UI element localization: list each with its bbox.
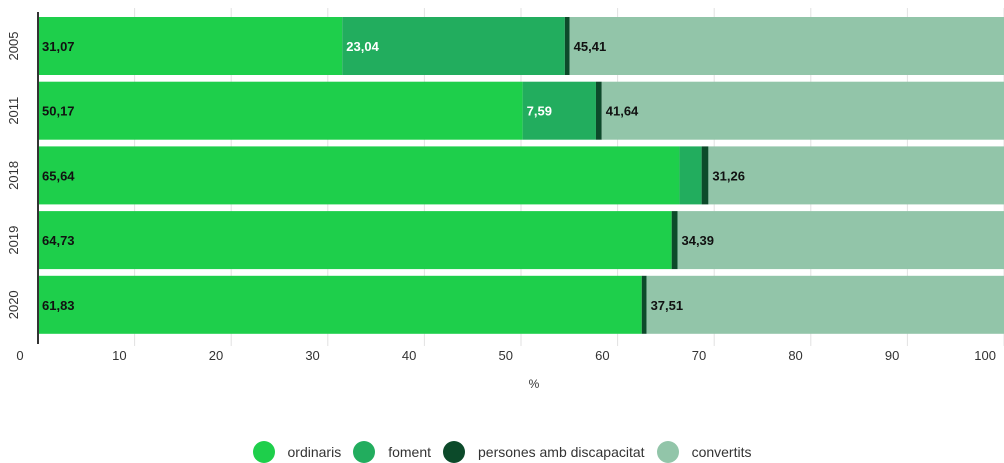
data-label: 50,17	[42, 104, 75, 119]
x-tick-label: 50	[499, 348, 513, 363]
bar-segment	[595, 81, 602, 140]
category-label: 2020	[6, 290, 21, 319]
chart-legend: ordinaris foment persones amb discapacitat…	[0, 441, 1004, 463]
x-tick-label: 90	[885, 348, 899, 363]
x-tick-label: 20	[209, 348, 223, 363]
legend-swatch	[252, 441, 275, 463]
category-label: 2005	[6, 32, 21, 61]
data-label: 61,83	[42, 298, 75, 313]
x-tick-label: 70	[692, 348, 706, 363]
x-tick-label: 100	[974, 348, 996, 363]
legend-label: convertits	[691, 444, 752, 460]
x-axis-label: %	[529, 377, 540, 391]
x-tick-label: 80	[788, 348, 802, 363]
bar-segment	[641, 275, 647, 334]
legend-item: persones amb discapacitat	[443, 441, 645, 463]
bar-segment	[701, 146, 709, 205]
bar-segment	[342, 17, 565, 75]
legend-item: convertits	[656, 441, 752, 463]
bar-segment	[671, 211, 678, 270]
data-label: 41,64	[606, 104, 639, 119]
category-label: 2019	[6, 226, 21, 255]
bar-segment	[38, 17, 343, 75]
legend-label: persones amb discapacitat	[478, 444, 645, 460]
stacked-bar-chart: 31,07 23,04 45,41 2005 50,17 7,59 41,64 2011 65,…	[6, 8, 1004, 391]
bar-segment	[522, 81, 596, 140]
x-tick-label: 30	[305, 348, 319, 363]
data-label: 34,39	[681, 233, 714, 248]
x-tick-label: 40	[402, 348, 416, 363]
legend-swatch	[656, 441, 679, 463]
bar-segment	[708, 146, 1004, 205]
category-label: 2011	[6, 97, 21, 125]
x-tick-label: 60	[595, 348, 609, 363]
data-label: 23,04	[346, 39, 379, 54]
legend-item: foment	[353, 441, 431, 463]
legend-label: ordinaris	[287, 444, 342, 460]
data-label: 64,73	[42, 233, 75, 248]
x-tick-label: 0	[16, 348, 23, 363]
data-label: 37,51	[651, 298, 684, 313]
legend-label: foment	[388, 444, 432, 460]
bar-segment	[38, 211, 672, 270]
bar-segment	[677, 211, 1004, 270]
legend-swatch	[443, 441, 466, 463]
bar-segment	[564, 17, 570, 75]
bar-segment	[38, 81, 523, 140]
data-label: 65,64	[42, 168, 75, 183]
bar-segment	[38, 275, 642, 334]
data-label: 45,41	[574, 39, 607, 54]
bar-segment	[679, 146, 702, 205]
x-tick-label: 10	[112, 348, 126, 363]
category-label: 2018	[6, 161, 21, 190]
bar-segment	[601, 81, 1004, 140]
data-label: 7,59	[527, 104, 552, 119]
data-label: 31,07	[42, 39, 75, 54]
bar-segment	[38, 146, 680, 205]
bar-segment	[569, 17, 1004, 75]
data-label: 31,26	[712, 168, 745, 183]
legend-swatch	[353, 441, 376, 463]
bar-segment	[646, 275, 1004, 334]
legend-item: ordinaris	[252, 441, 342, 463]
